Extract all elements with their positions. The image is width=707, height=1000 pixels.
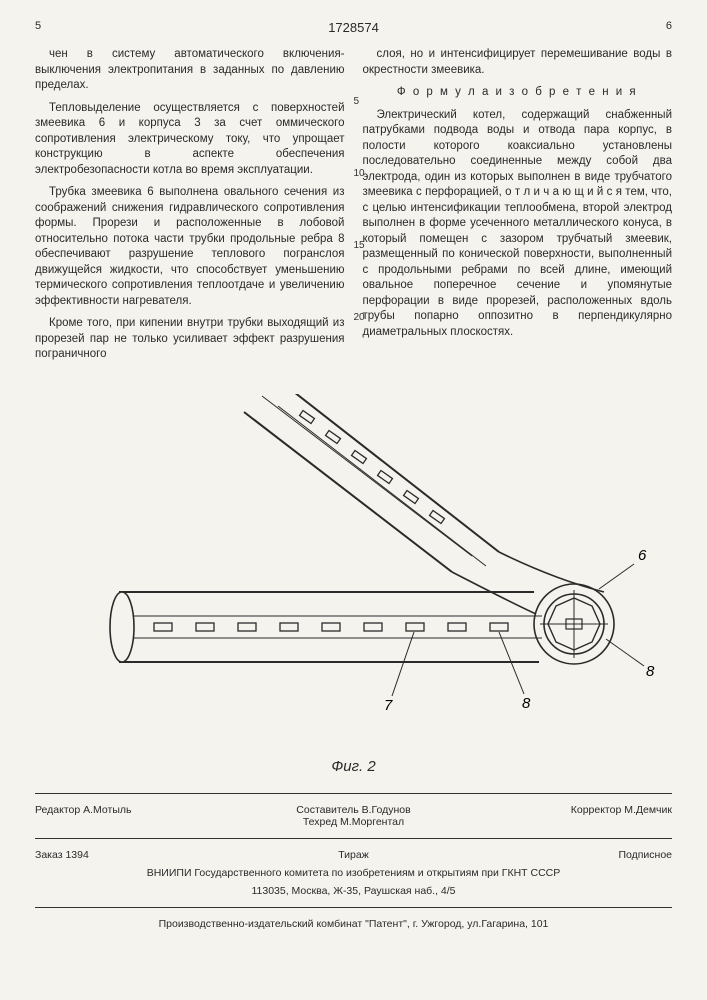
printer: Производственно-издательский комбинат "П… bbox=[35, 918, 672, 930]
doc-number: 1728574 bbox=[95, 20, 612, 35]
formula-title: Ф о р м у л а и з о б р е т е н и я bbox=[363, 85, 673, 101]
para: Тепловыделение осуществляется с поверхно… bbox=[35, 101, 345, 179]
line-num: 20 bbox=[354, 313, 365, 323]
line-num: 10 bbox=[354, 169, 365, 179]
credits-center: Составитель В.Годунов Техред М.Моргентал bbox=[205, 804, 502, 828]
figure-2: 6 8 8 7 Фиг. 2 bbox=[35, 394, 672, 775]
left-column: чен в систему автоматического включения-… bbox=[35, 47, 345, 370]
tirage: Тираж bbox=[205, 849, 502, 861]
figure-label: Фиг. 2 bbox=[35, 758, 672, 775]
corrector: Корректор М.Демчик bbox=[502, 804, 672, 828]
para: Кроме того, при кипении внутри трубки вы… bbox=[35, 316, 345, 363]
callout-6: 6 bbox=[638, 547, 647, 564]
callout-8a: 8 bbox=[646, 663, 655, 680]
org: ВНИИПИ Государственного комитета по изоб… bbox=[35, 867, 672, 879]
separator bbox=[35, 793, 672, 794]
compiler: Составитель В.Годунов bbox=[205, 804, 502, 816]
credits-row: Редактор А.Мотыль Составитель В.Годунов … bbox=[35, 804, 672, 828]
callout-7: 7 bbox=[384, 697, 393, 714]
right-column: слоя, но и интенсифицирует перемешивание… bbox=[363, 47, 673, 370]
line-num: 5 bbox=[354, 97, 360, 107]
address: 113035, Москва, Ж-35, Раушская наб., 4/5 bbox=[35, 885, 672, 897]
separator bbox=[35, 838, 672, 839]
para: слоя, но и интенсифицирует перемешивание… bbox=[363, 47, 673, 78]
order: Заказ 1394 bbox=[35, 849, 205, 861]
separator bbox=[35, 907, 672, 908]
line-num: 15 bbox=[354, 241, 365, 251]
header: 5 1728574 6 bbox=[35, 20, 672, 35]
editor: Редактор А.Мотыль bbox=[35, 804, 205, 828]
order-row: Заказ 1394 Тираж Подписное bbox=[35, 849, 672, 861]
para: Трубка змеевика 6 выполнена овального се… bbox=[35, 185, 345, 309]
techred: Техред М.Моргентал bbox=[205, 816, 502, 828]
para: Электрический котел, содержащий снабженн… bbox=[363, 108, 673, 341]
para: чен в систему автоматического включения-… bbox=[35, 47, 345, 94]
page-left: 5 bbox=[35, 20, 95, 35]
figure-svg: 6 8 8 7 bbox=[44, 394, 664, 754]
callout-8b: 8 bbox=[522, 695, 531, 712]
page-right: 6 bbox=[612, 20, 672, 35]
subscribe: Подписное bbox=[502, 849, 672, 861]
